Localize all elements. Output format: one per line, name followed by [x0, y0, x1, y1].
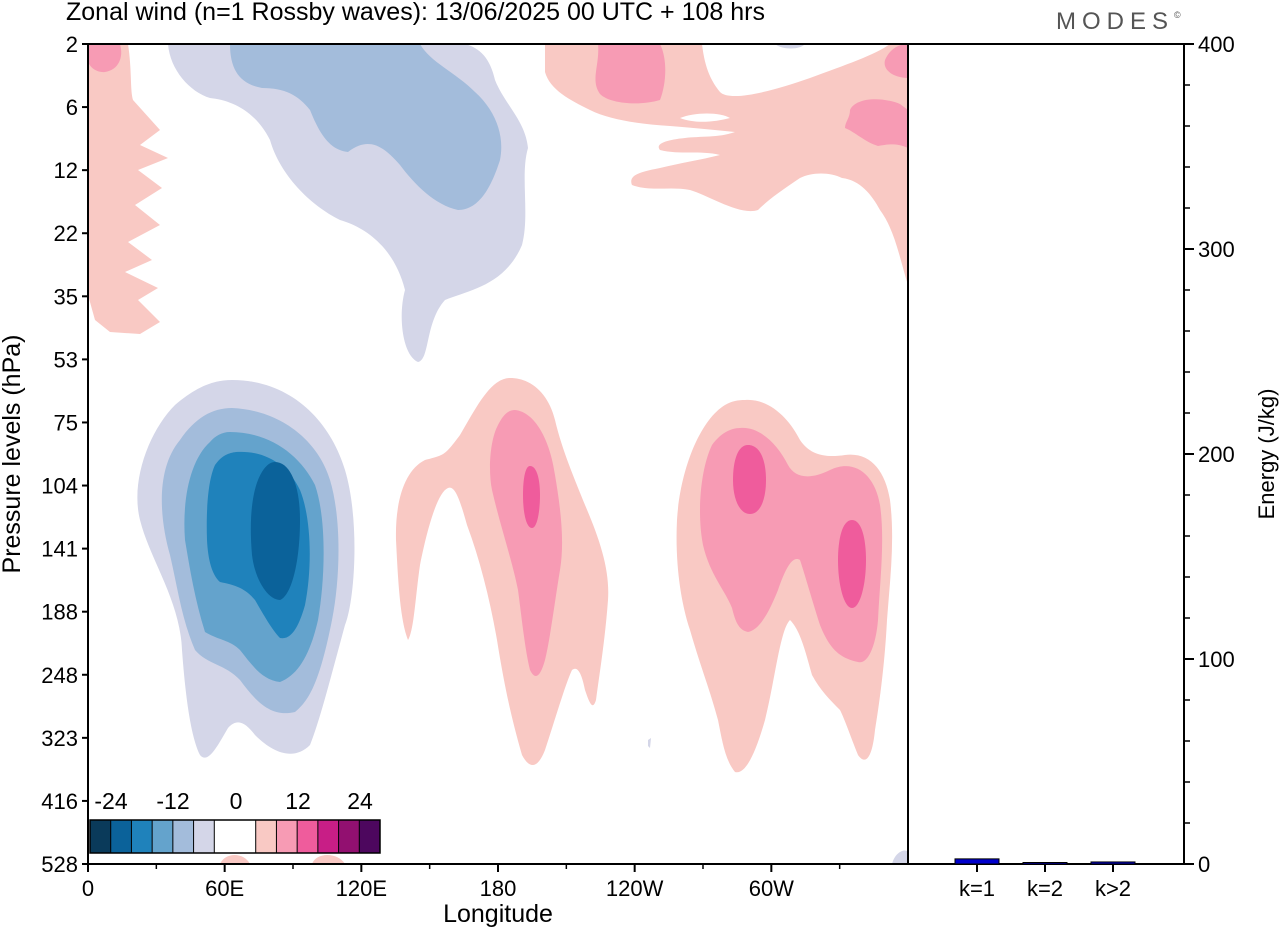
colorbar-tick-label: 0: [230, 788, 243, 814]
colorbar-swatch: [255, 820, 277, 853]
contour-pos-upper-left: [88, 44, 168, 334]
contour-neg-upper-inner: [230, 44, 502, 210]
y-tick-label: 35: [54, 284, 78, 309]
colorbar-tick-labels: -24 -12 0 12 24: [94, 788, 373, 814]
y-tick-label: 6: [66, 95, 78, 120]
brand-mark: ©: [1174, 10, 1181, 20]
x-tick-label: 60E: [205, 876, 244, 901]
colorbar-tick-label: -24: [94, 788, 127, 814]
brand-logo: MODES©: [1056, 8, 1181, 36]
colorbar-swatch: [338, 820, 360, 853]
x-tick-label: 120W: [606, 876, 664, 901]
x-axis-title: Longitude: [443, 900, 553, 928]
colorbar-swatch: [276, 820, 298, 853]
contour-field: [88, 44, 908, 864]
x-tick-label: 60W: [749, 876, 794, 901]
energy-category-label: k>2: [1095, 876, 1131, 901]
contour-zero-gap: [680, 113, 730, 122]
colorbar-tick-label: -12: [156, 788, 189, 814]
colorbar-tick-label: 12: [285, 788, 311, 814]
colorbar-swatch: [359, 820, 381, 853]
contour-pos-upper-left-core: [88, 44, 122, 73]
y-tick-label: 2: [66, 32, 78, 57]
y-axis-title: Pressure levels (hPa): [0, 335, 26, 574]
energy-y-axis: 0 100 200 300 400: [1184, 32, 1235, 877]
energy-bar: [1090, 861, 1136, 865]
y-tick-label: 12: [54, 158, 78, 183]
y-tick-label: 104: [41, 474, 78, 499]
colorbar-swatch: [214, 820, 236, 853]
energy-category-label: k=2: [1027, 876, 1063, 901]
colorbar-swatch: [131, 820, 153, 853]
y-tick-label: 248: [41, 663, 78, 688]
energy-axis-title: Energy (J/kg): [1254, 389, 1279, 520]
energy-bar: [954, 858, 1000, 865]
y-tick-label: 188: [41, 600, 78, 625]
contour-pos-60w-core2: [838, 520, 866, 608]
contour-pos-180-outer: [395, 378, 609, 766]
y-axis: 2 6 12 22 35 53 75 104 141 188 248 323 416 528: [41, 32, 88, 877]
x-axis: 0 60E 120E 180 120W 60W: [82, 864, 841, 901]
y-tick-label: 323: [41, 726, 78, 751]
energy-y-tick-label: 400: [1198, 32, 1235, 57]
energy-category-label: k=1: [959, 876, 995, 901]
energy-bar: [1022, 862, 1068, 865]
y-tick-label: 141: [41, 537, 78, 562]
y-tick-label: 416: [41, 789, 78, 814]
energy-y-tick-label: 200: [1198, 442, 1235, 467]
y-tick-label: 75: [54, 410, 78, 435]
energy-x-axis: k=1 k=2 k>2: [959, 864, 1131, 901]
chart-title: Zonal wind (n=1 Rossby waves): 13/06/202…: [66, 0, 765, 26]
energy-y-tick-label: 300: [1198, 237, 1235, 262]
y-tick-label: 22: [54, 221, 78, 246]
energy-bars: [954, 858, 1136, 865]
colorbar-swatch: [235, 820, 257, 853]
x-tick-label: 120E: [336, 876, 387, 901]
energy-y-tick-label: 0: [1198, 852, 1210, 877]
contour-neg-top-fleck: [775, 44, 805, 49]
contour-pos-upper-right-core2: [845, 99, 908, 148]
y-tick-label: 528: [41, 852, 78, 877]
colorbar-swatch: [297, 820, 319, 853]
energy-plot-frame: [907, 43, 1185, 865]
colorbar-swatch: [152, 820, 174, 853]
brand-text: MODES: [1056, 8, 1175, 35]
colorbar-swatch: [317, 820, 340, 853]
contour-pos-180-core: [523, 466, 540, 528]
colorbar-swatch: [110, 820, 132, 853]
colorbar-frame: [89, 819, 381, 854]
contour-pos-upper-right-outer: [545, 44, 908, 285]
colorbar-swatch: [90, 820, 112, 853]
x-tick-label: 180: [480, 876, 517, 901]
contour-pos-upper-right-core3: [884, 44, 908, 78]
x-tick-label: 0: [82, 876, 94, 901]
colorbar-tick-label: 24: [347, 788, 373, 814]
contour-pos-bottom-fleck1: [220, 855, 250, 864]
colorbar-swatch: [193, 820, 215, 853]
contour-pos-upper-right-core: [595, 44, 666, 104]
contour-pos-60w-core1: [733, 445, 766, 514]
colorbar-swatch: [172, 820, 195, 853]
contour-neg-mid-fleck: [648, 738, 651, 748]
contour-neg-main-5: [250, 462, 300, 600]
colorbar: [89, 819, 381, 854]
y-tick-label: 53: [54, 347, 78, 372]
contour-pos-bottom-fleck2: [312, 855, 345, 864]
contour-pos-180-mid: [490, 410, 563, 676]
contour-neg-bottom-fleck: [892, 850, 908, 864]
energy-y-tick-label: 100: [1198, 647, 1235, 672]
